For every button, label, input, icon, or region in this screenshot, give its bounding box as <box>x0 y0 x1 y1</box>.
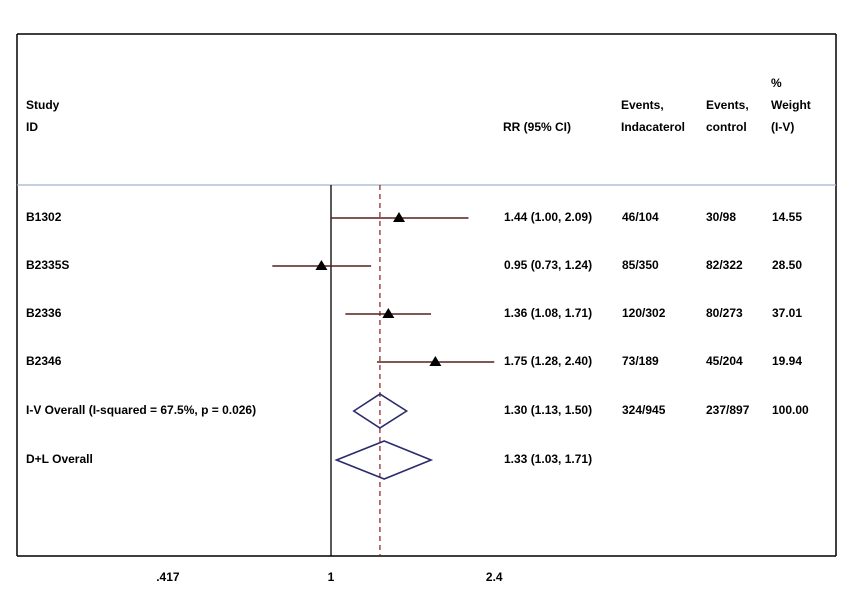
header-weight-line1: % <box>771 76 782 90</box>
events-control-B1302: 30/98 <box>706 210 737 224</box>
point-estimate-B2346 <box>429 356 442 366</box>
overall-1-events-indacaterol: 324/945 <box>622 403 666 417</box>
header-weight-line3: (I-V) <box>771 120 795 134</box>
header-weight-line2: Weight <box>771 98 811 112</box>
rr-ci-B2336: 1.36 (1.08, 1.71) <box>504 306 593 320</box>
weight-B1302: 14.55 <box>772 210 803 224</box>
weight-B2346: 19.94 <box>772 354 803 368</box>
x-tick-label-.417: .417 <box>156 570 180 584</box>
x-tick-label-2.4: 2.4 <box>485 570 503 584</box>
rr-ci-B1302: 1.44 (1.00, 2.09) <box>504 210 593 224</box>
events-control-B2346: 45/204 <box>706 354 743 368</box>
overall-1-label: I-V Overall (I-squared = 67.5%, p = 0.02… <box>26 403 257 417</box>
overall-1-weight: 100.00 <box>772 403 809 417</box>
weight-B2336: 37.01 <box>772 306 803 320</box>
rr-ci-B2335S: 0.95 (0.73, 1.24) <box>504 258 593 272</box>
events-indacaterol-B2346: 73/189 <box>622 354 659 368</box>
overall-diamond-2 <box>334 440 434 480</box>
study-id-B2335S: B2335S <box>26 258 70 272</box>
header-weight: % Weight (I-V) <box>771 72 811 138</box>
weight-B2335S: 28.50 <box>772 258 803 272</box>
study-id-B1302: B1302 <box>26 210 62 224</box>
point-estimate-B2335S <box>315 260 328 270</box>
point-estimate-B2336 <box>382 308 395 318</box>
header-events-indacaterol: Events, Indacaterol <box>621 94 685 138</box>
header-study: Study ID <box>26 94 59 138</box>
study-id-B2336: B2336 <box>26 306 62 320</box>
study-id-B2346: B2346 <box>26 354 62 368</box>
header-rr: RR (95% CI) <box>503 116 571 138</box>
events-indacaterol-B2335S: 85/350 <box>622 258 659 272</box>
events-control-B2335S: 82/322 <box>706 258 743 272</box>
overall-1-events-control: 237/897 <box>706 403 750 417</box>
events-control-B2336: 80/273 <box>706 306 743 320</box>
overall-2-rr-ci: 1.33 (1.03, 1.71) <box>504 452 593 466</box>
x-tick-label-1: 1 <box>327 570 335 584</box>
overall-2-label: D+L Overall <box>26 452 93 466</box>
overall-diamond-1 <box>352 393 409 429</box>
header-events-ind-line2: Indacaterol <box>621 120 686 134</box>
header-events-ctrl-line2: control <box>706 120 747 134</box>
point-estimate-B1302 <box>393 212 406 222</box>
header-events-control: Events, control <box>706 94 749 138</box>
header-events-ind-line1: Events, <box>621 98 664 112</box>
events-indacaterol-B2336: 120/302 <box>622 306 666 320</box>
header-study-line1: Study <box>26 98 60 112</box>
header-study-line2: ID <box>26 120 38 134</box>
header-events-ctrl-line1: Events, <box>706 98 749 112</box>
events-indacaterol-B1302: 46/104 <box>622 210 659 224</box>
overall-1-rr-ci: 1.30 (1.13, 1.50) <box>504 403 593 417</box>
rr-ci-B2346: 1.75 (1.28, 2.40) <box>504 354 593 368</box>
header-rr-label: RR (95% CI) <box>503 120 572 134</box>
